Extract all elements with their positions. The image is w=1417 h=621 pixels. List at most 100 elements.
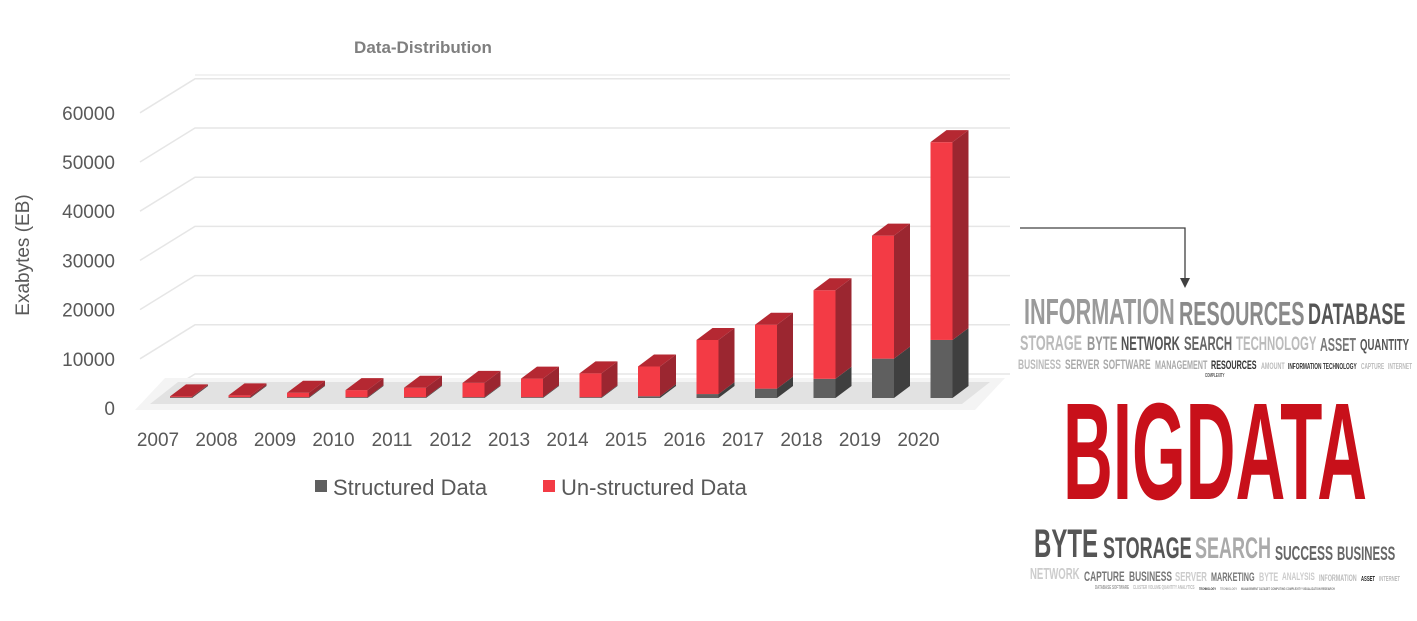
bar-front: [287, 392, 309, 398]
bar-top: [638, 354, 676, 367]
gridline: [139, 78, 1010, 114]
word: NETWORK: [1030, 566, 1080, 583]
bar-front: [170, 397, 192, 398]
bar-side: [660, 384, 676, 398]
bar-unstructured-2010: [345, 378, 384, 398]
y-tick-label: 40000: [62, 202, 115, 223]
bar-structured-2008: [228, 385, 267, 398]
bar-unstructured-2007: [170, 384, 208, 398]
bar-structured-2011: [404, 385, 442, 398]
bar-side: [660, 354, 676, 397]
bar-front: [638, 366, 660, 397]
bar-top: [462, 370, 501, 383]
word: DATABASE: [1308, 298, 1406, 331]
bar-front: [462, 397, 485, 398]
bar-top: [345, 378, 384, 391]
bar-structured-2020: [930, 327, 969, 398]
word: BUSINESS: [1337, 544, 1396, 565]
bar-front: [872, 235, 894, 359]
bar-top: [521, 366, 559, 379]
bar-front: [755, 388, 777, 398]
bar-front: [287, 397, 309, 398]
bar-side: [894, 223, 910, 359]
bar-structured-2007: [170, 385, 208, 398]
bar-side: [309, 380, 325, 398]
bar-unstructured-2017: [755, 312, 793, 389]
bar-unstructured-2008: [228, 383, 267, 398]
word: SUCCESS: [1275, 543, 1334, 565]
bar-side: [601, 385, 618, 398]
bar-front: [228, 397, 251, 398]
bar-front: [228, 395, 251, 398]
word: TECHNOLOGY: [1199, 586, 1216, 591]
bar-unstructured-2012: [462, 370, 501, 398]
gridline: [139, 127, 1010, 163]
bar-front: [404, 397, 426, 398]
word: SOFTWARE: [1103, 356, 1151, 372]
x-tick-label: 2011: [372, 430, 413, 451]
bar-structured-2017: [755, 376, 793, 398]
bar-side: [777, 312, 793, 389]
bar-side: [192, 384, 208, 398]
bar-side: [484, 385, 501, 398]
word: SERVER: [1064, 356, 1100, 372]
legend-label-structured: Structured Data: [333, 475, 488, 500]
bar-front: [813, 378, 836, 398]
bar-front: [813, 290, 836, 379]
word: INFORMATION: [1318, 573, 1357, 583]
word: SERVER: [1175, 569, 1208, 584]
bar-front: [345, 397, 368, 398]
bar-top: [170, 384, 208, 397]
word-cloud-headline: BIGDATA: [1062, 375, 1368, 529]
word: CAPTURE: [1361, 362, 1385, 371]
bar-top: [228, 383, 267, 396]
x-tick-label: 2013: [488, 430, 530, 451]
bar-side: [952, 130, 969, 340]
bar-unstructured-2011: [404, 375, 442, 398]
bar-structured-2010: [345, 385, 384, 398]
bar-front: [170, 396, 192, 398]
word: DATABASE SOFTWARE: [1095, 585, 1130, 591]
bar-front: [345, 390, 368, 398]
x-tick-label: 2010: [312, 430, 354, 451]
gridlines: [139, 74, 1010, 409]
x-tick-label: 2012: [429, 430, 471, 451]
word: AMOUNT: [1260, 361, 1285, 371]
bar-top: [696, 327, 735, 340]
bar-side: [367, 378, 384, 398]
x-tick-label: 2008: [195, 430, 237, 451]
word: INTERNET: [1378, 576, 1400, 583]
bar-structured-2014: [579, 385, 618, 398]
y-tick-label: 50000: [62, 153, 115, 174]
legend: Structured Data Un-structured Data: [315, 475, 748, 500]
word: RESOURCES: [1179, 295, 1305, 332]
bar-unstructured-2019: [872, 223, 910, 359]
bar-structured-2015: [638, 384, 676, 398]
y-tick-label: 0: [104, 399, 115, 420]
bar-side: [718, 382, 735, 398]
bar-side: [426, 375, 442, 398]
word: INTERNET: [1388, 362, 1413, 371]
word: CAPTURE: [1083, 568, 1125, 584]
chart-title: Data-Distribution: [354, 38, 492, 57]
bar-side: [952, 327, 969, 398]
bar-top: [755, 312, 793, 325]
bar-front: [521, 397, 543, 398]
bar-structured-2012: [462, 385, 501, 398]
x-tick-label: 2014: [546, 430, 589, 451]
y-axis-label: Exabytes (EB): [13, 194, 34, 315]
x-tick-label: 2015: [605, 430, 647, 451]
bar-side: [601, 361, 618, 398]
word: BYTE: [1086, 334, 1117, 355]
x-tick-label: 2018: [780, 430, 822, 451]
word: MARKETING: [1211, 570, 1255, 584]
word: SEARCH: [1195, 532, 1272, 565]
word: COMPLEXITY: [1205, 373, 1225, 379]
connector-arrow: [1020, 227, 1190, 288]
word: MANAGEMENT DATASET COMPUTING COMPLEXITY …: [1240, 586, 1335, 591]
bars: [170, 130, 969, 398]
bar-top: [813, 278, 852, 291]
bar-front: [696, 339, 719, 395]
bar-structured-2016: [696, 382, 735, 398]
gridline: [139, 324, 1010, 360]
